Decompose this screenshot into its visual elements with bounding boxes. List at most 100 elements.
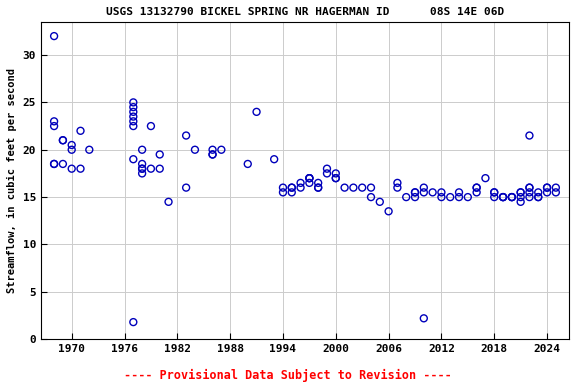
Point	[410, 189, 419, 195]
Point	[155, 166, 164, 172]
Point	[313, 185, 323, 191]
Point	[76, 128, 85, 134]
Point	[384, 208, 393, 214]
Point	[358, 185, 367, 191]
Title: USGS 13132790 BICKEL SPRING NR HAGERMAN ID      08S 14E 06D: USGS 13132790 BICKEL SPRING NR HAGERMAN …	[106, 7, 504, 17]
Point	[128, 123, 138, 129]
Point	[208, 151, 217, 157]
Point	[437, 189, 446, 195]
Point	[533, 194, 543, 200]
Point	[472, 189, 481, 195]
Point	[454, 189, 464, 195]
Point	[525, 189, 534, 195]
Point	[305, 175, 314, 181]
Point	[366, 194, 376, 200]
Point	[76, 166, 85, 172]
Point	[278, 185, 287, 191]
Point	[208, 151, 217, 157]
Point	[305, 175, 314, 181]
Point	[349, 185, 358, 191]
Point	[128, 118, 138, 124]
Point	[164, 199, 173, 205]
Point	[525, 132, 534, 139]
Point	[419, 189, 429, 195]
Point	[446, 194, 455, 200]
Point	[498, 194, 507, 200]
Point	[287, 189, 297, 195]
Point	[490, 189, 499, 195]
Point	[525, 194, 534, 200]
Point	[58, 137, 67, 143]
Point	[305, 180, 314, 186]
Point	[366, 185, 376, 191]
Point	[146, 123, 156, 129]
Point	[252, 109, 261, 115]
Point	[85, 147, 94, 153]
Point	[472, 185, 481, 191]
Point	[181, 132, 191, 139]
Point	[50, 161, 59, 167]
Point	[128, 114, 138, 120]
Point	[375, 199, 384, 205]
Point	[533, 194, 543, 200]
Point	[525, 185, 534, 191]
Point	[208, 147, 217, 153]
Point	[50, 123, 59, 129]
Point	[138, 147, 147, 153]
Point	[50, 33, 59, 39]
Point	[551, 189, 560, 195]
Point	[67, 147, 76, 153]
Point	[393, 180, 402, 186]
Point	[128, 99, 138, 106]
Point	[507, 194, 517, 200]
Point	[393, 185, 402, 191]
Point	[58, 137, 67, 143]
Point	[472, 185, 481, 191]
Point	[128, 319, 138, 325]
Point	[340, 185, 349, 191]
Point	[419, 185, 429, 191]
Point	[287, 185, 297, 191]
Point	[181, 185, 191, 191]
Point	[155, 151, 164, 157]
Point	[305, 175, 314, 181]
Point	[543, 189, 552, 195]
Point	[323, 166, 332, 172]
Point	[507, 194, 517, 200]
Point	[67, 166, 76, 172]
Point	[323, 170, 332, 177]
Point	[138, 170, 147, 177]
Point	[498, 194, 507, 200]
Point	[67, 142, 76, 148]
Point	[50, 161, 59, 167]
Point	[138, 161, 147, 167]
Point	[525, 185, 534, 191]
Point	[128, 109, 138, 115]
Point	[463, 194, 472, 200]
Point	[543, 185, 552, 191]
Text: ---- Provisional Data Subject to Revision ----: ---- Provisional Data Subject to Revisio…	[124, 369, 452, 382]
Point	[58, 161, 67, 167]
Point	[490, 189, 499, 195]
Point	[516, 199, 525, 205]
Point	[410, 189, 419, 195]
Point	[490, 194, 499, 200]
Point	[454, 194, 464, 200]
Point	[128, 104, 138, 110]
Y-axis label: Streamflow, in cubic feet per second: Streamflow, in cubic feet per second	[7, 68, 17, 293]
Point	[278, 189, 287, 195]
Point	[516, 194, 525, 200]
Point	[138, 166, 147, 172]
Point	[516, 189, 525, 195]
Point	[331, 170, 340, 177]
Point	[270, 156, 279, 162]
Point	[543, 185, 552, 191]
Point	[507, 194, 517, 200]
Point	[296, 185, 305, 191]
Point	[498, 194, 507, 200]
Point	[401, 194, 411, 200]
Point	[146, 166, 156, 172]
Point	[533, 189, 543, 195]
Point	[419, 315, 429, 321]
Point	[217, 147, 226, 153]
